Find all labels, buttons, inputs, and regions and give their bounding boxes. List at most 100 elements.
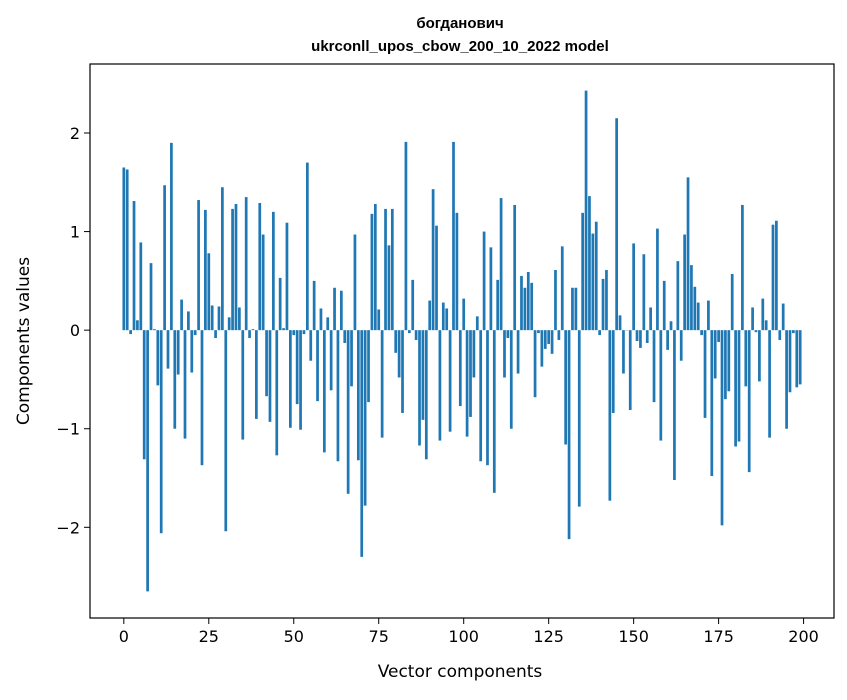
bar-component-37: [248, 330, 251, 338]
bar-component-149: [629, 330, 632, 410]
bar-component-135: [581, 213, 584, 330]
bar-component-167: [690, 265, 693, 330]
bar-component-96: [449, 330, 452, 432]
bar-component-153: [642, 254, 645, 330]
bar-component-8: [150, 263, 153, 330]
y-tick-label: 2: [70, 124, 80, 143]
bar-component-111: [500, 198, 503, 330]
bar-component-28: [218, 307, 221, 331]
bar-component-171: [704, 330, 707, 418]
bar-component-109: [493, 330, 496, 493]
bar-component-51: [296, 330, 299, 404]
bar-component-191: [772, 225, 775, 330]
bar-component-74: [374, 204, 377, 330]
bar-component-3: [133, 201, 136, 330]
bar-component-194: [782, 304, 785, 331]
bar-component-195: [785, 330, 788, 429]
bar-component-38: [252, 329, 255, 330]
bar-component-77: [384, 209, 387, 330]
bar-component-152: [639, 330, 642, 348]
bar-component-63: [337, 330, 340, 461]
bar-component-196: [789, 330, 792, 392]
bar-component-76: [381, 330, 384, 437]
y-tick-label: 1: [70, 223, 80, 242]
bar-component-9: [153, 329, 156, 330]
bar-component-32: [231, 209, 234, 330]
bar-component-190: [768, 330, 771, 437]
bar-component-58: [320, 308, 323, 330]
bar-component-183: [744, 330, 747, 386]
bar-component-88: [422, 330, 425, 420]
bar-component-176: [721, 330, 724, 525]
bar-component-101: [466, 330, 469, 436]
bar-component-46: [279, 278, 282, 330]
bar-component-50: [292, 330, 295, 335]
bar-component-108: [490, 247, 493, 330]
bar-component-182: [741, 205, 744, 330]
bar-component-49: [289, 330, 292, 428]
bar-component-6: [143, 330, 146, 459]
bar-component-23: [201, 330, 204, 465]
bar-component-179: [731, 274, 734, 330]
bar-component-165: [683, 235, 686, 331]
bar-component-142: [605, 270, 608, 330]
bar-component-39: [255, 330, 258, 419]
bar-component-1: [126, 169, 129, 330]
bar-component-139: [595, 222, 598, 330]
bar-component-189: [765, 320, 768, 330]
bar-component-187: [758, 330, 761, 381]
bar-component-199: [799, 330, 802, 384]
bar-component-126: [551, 330, 554, 354]
bar-component-112: [503, 330, 506, 377]
bar-component-120: [530, 283, 533, 330]
chart-title-line1: богданович: [416, 15, 503, 32]
x-tick-label: 200: [788, 627, 819, 646]
bar-component-60: [326, 317, 329, 330]
x-tick-label: 25: [199, 627, 219, 646]
bar-component-150: [632, 243, 635, 330]
bar-component-158: [659, 330, 662, 440]
bar-component-17: [180, 300, 183, 331]
bar-component-103: [473, 330, 476, 377]
bar-component-113: [507, 330, 510, 338]
bar-component-105: [479, 330, 482, 461]
bar-component-45: [275, 330, 278, 455]
bar-component-16: [177, 330, 180, 374]
y-tick-label: −1: [56, 420, 80, 439]
bar-component-40: [258, 203, 261, 330]
bar-component-166: [687, 177, 690, 330]
y-axis-label: Components values: [14, 257, 34, 425]
bar-component-121: [534, 330, 537, 397]
bar-component-78: [388, 245, 391, 330]
bar-component-160: [666, 330, 669, 350]
bar-component-136: [585, 91, 588, 331]
bar-component-131: [568, 330, 571, 539]
bar-component-130: [564, 330, 567, 444]
bar-component-147: [622, 330, 625, 373]
bar-component-145: [615, 118, 618, 330]
bar-component-157: [656, 229, 659, 331]
bar-component-154: [646, 330, 649, 343]
bar-component-184: [748, 330, 751, 472]
bar-component-110: [496, 280, 499, 330]
bar-component-25: [207, 253, 210, 330]
bar-component-4: [136, 320, 139, 330]
bar-component-133: [575, 288, 578, 330]
x-tick-label: 100: [448, 627, 479, 646]
bar-component-21: [194, 330, 197, 335]
bar-component-64: [340, 291, 343, 330]
bar-component-29: [221, 187, 224, 330]
bar-component-198: [795, 330, 798, 387]
bar-component-52: [299, 330, 302, 430]
bar-component-14: [170, 143, 173, 330]
bar-component-22: [197, 200, 200, 330]
bar-component-55: [309, 330, 312, 361]
bar-component-138: [591, 234, 594, 331]
bar-component-11: [160, 330, 163, 533]
bar-component-33: [235, 204, 238, 330]
bar-component-197: [792, 330, 795, 333]
bar-component-127: [554, 270, 557, 330]
bar-component-69: [357, 330, 360, 460]
